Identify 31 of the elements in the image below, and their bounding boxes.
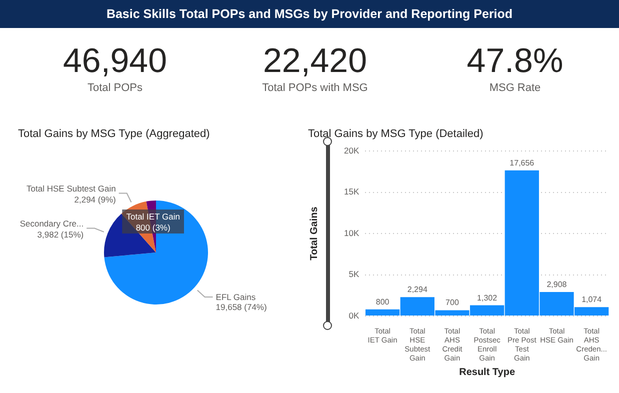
data-label: 3,982 (15%): [37, 229, 84, 240]
y-axis-title: Total Gains: [308, 206, 320, 260]
text: 47.8%: [466, 41, 564, 82]
y-tick-label: 20K: [344, 145, 360, 156]
data-label: 1,302: [477, 293, 498, 302]
text: Total POPs with MSG: [261, 82, 369, 94]
text: Total POPs: [86, 82, 144, 94]
y-tick-label: 10K: [344, 228, 360, 238]
text: Basic Skills Total POPs and MSGs by Provider and Reporting Period: [0, 0, 619, 28]
y-tick-label: 0K: [348, 310, 360, 320]
text: 22,420: [262, 41, 368, 82]
data-label: 800: [376, 297, 390, 306]
data-label: 700: [446, 298, 460, 308]
slice-label: EFL Gains: [216, 292, 256, 302]
x-axis-title: Result Type: [459, 366, 516, 378]
slice-label: Total IET Gain: [126, 211, 180, 222]
data-label: 17,656: [510, 158, 535, 168]
data-label: 2,908: [546, 280, 568, 290]
y-tick-label: 5K: [348, 269, 360, 280]
chart-title: Total Gains by MSG Type (Aggregated): [18, 128, 211, 140]
text: 46,940: [62, 41, 168, 82]
slice-label: Secondary Cre...: [20, 218, 84, 228]
slice-label: Total HSE Subtest Gain: [26, 183, 116, 194]
text: MSG Rate: [488, 82, 542, 94]
data-label: 1,074: [582, 295, 602, 304]
chart-title: Total Gains by MSG Type (Detailed): [308, 128, 484, 140]
data-label: 2,294 (9%): [74, 194, 116, 204]
data-label: 2,294: [407, 285, 428, 294]
data-label: 19,658 (74%): [216, 302, 267, 312]
data-label: 800 (3%): [136, 222, 170, 232]
y-tick-label: 15K: [344, 186, 360, 197]
